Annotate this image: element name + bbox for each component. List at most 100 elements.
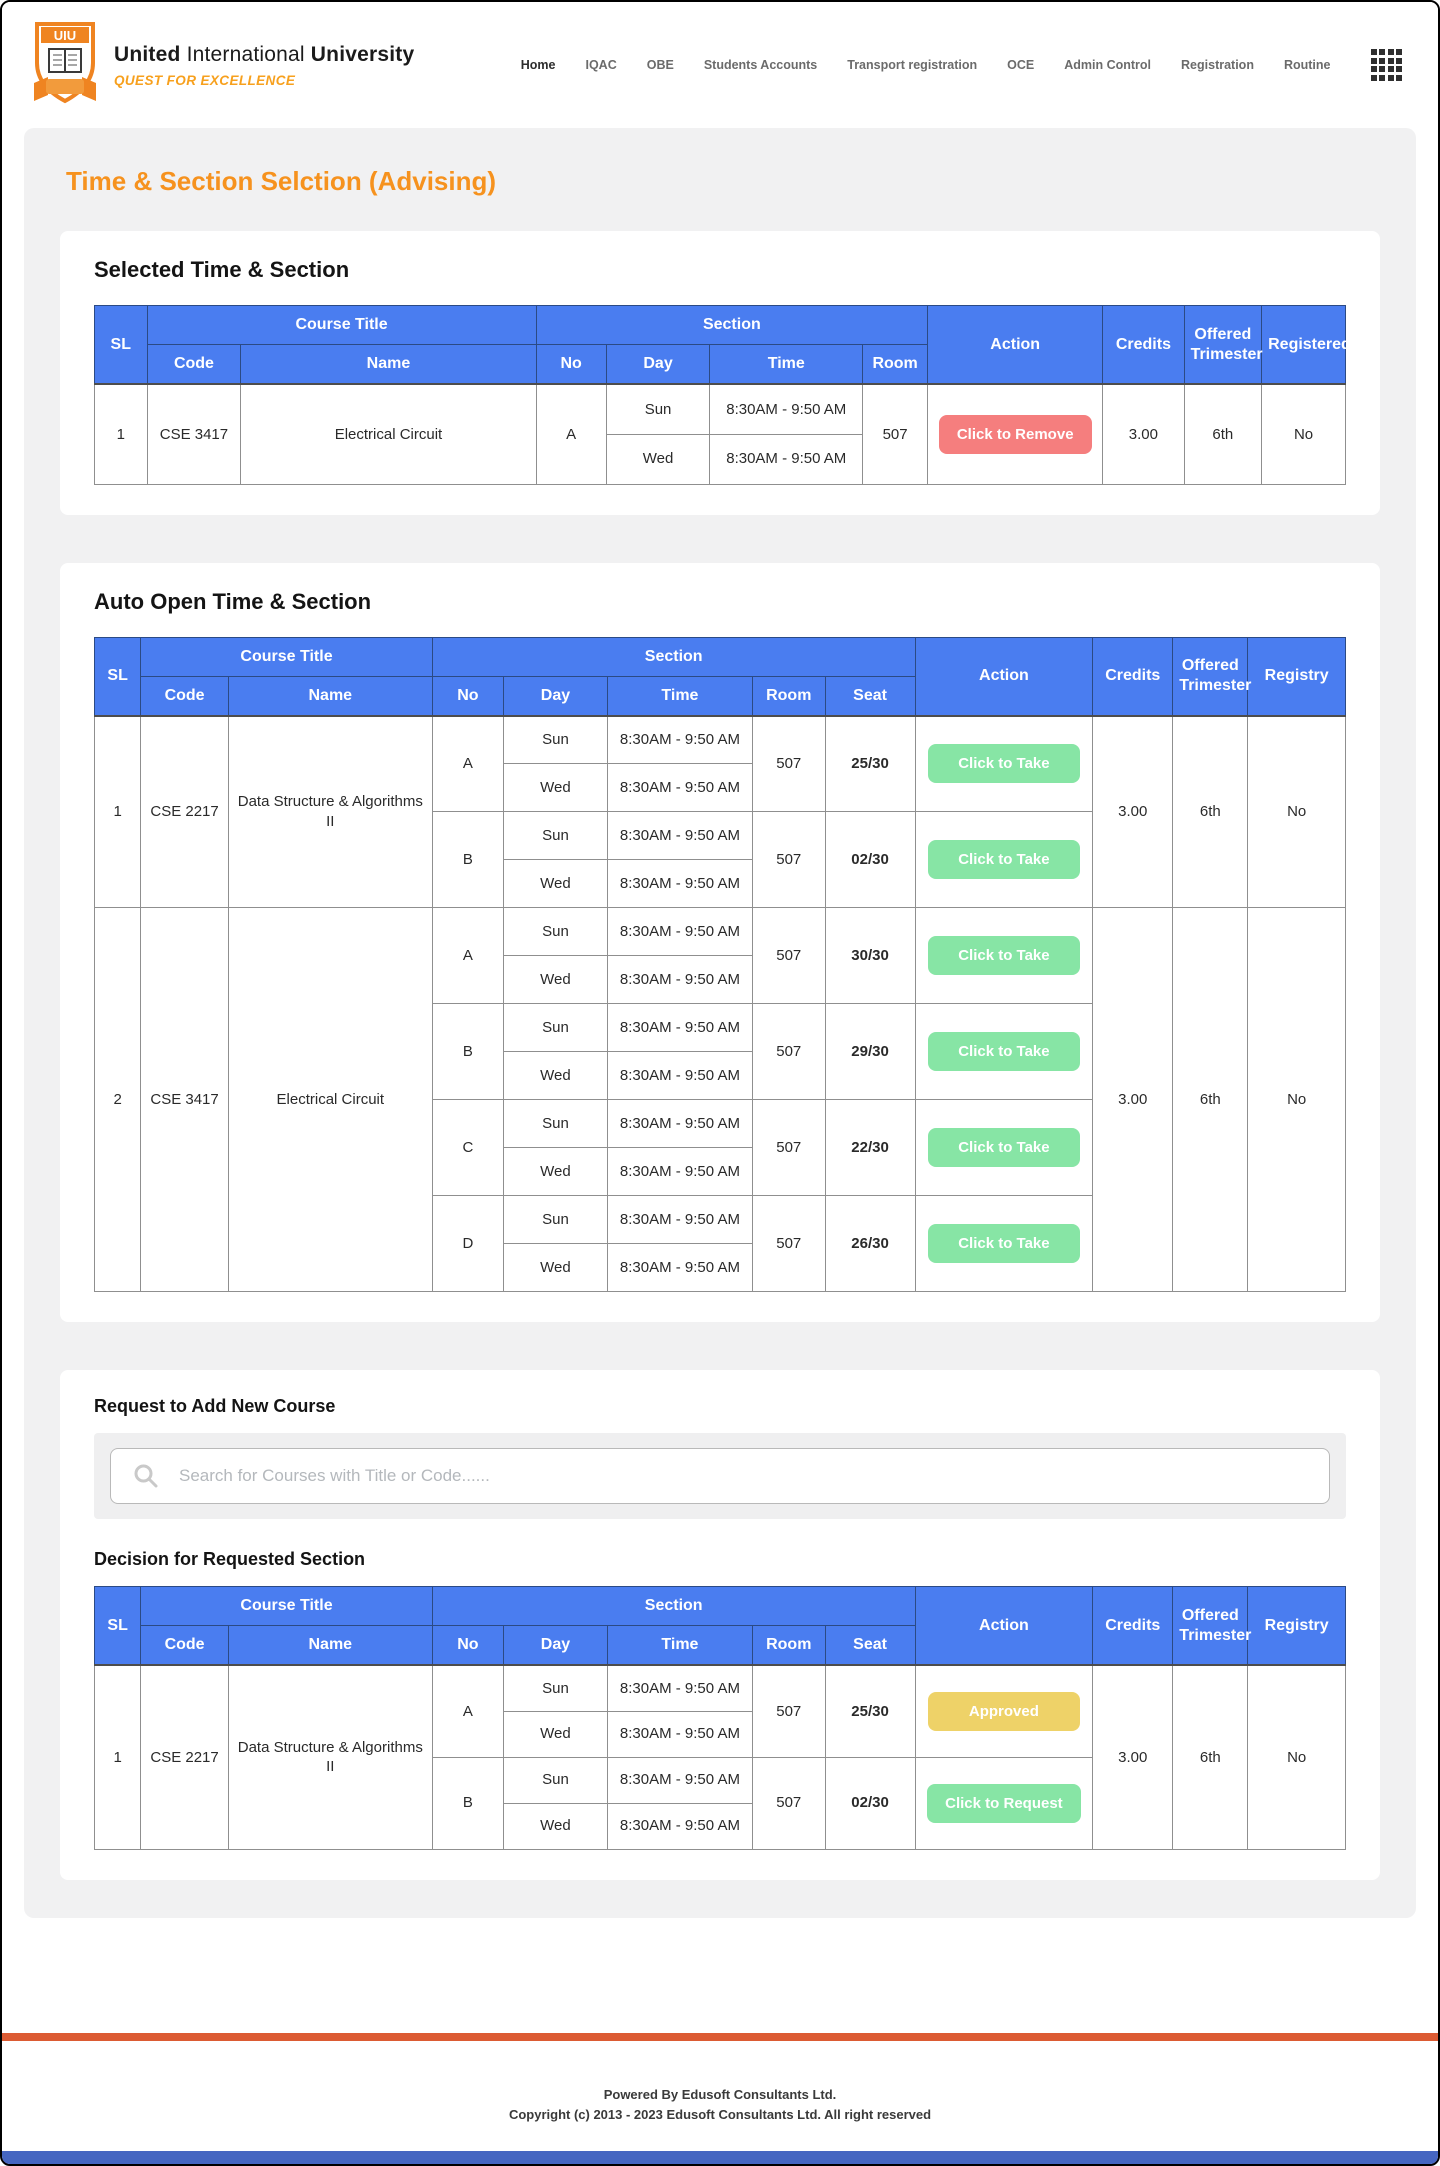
cell-action: Click to Take xyxy=(914,811,1094,908)
table-row: Wed 8:30AM - 9:50 AM xyxy=(95,955,1346,1004)
col-header-day: Day xyxy=(503,1625,608,1666)
col-header-section: Section xyxy=(431,636,916,677)
cell-section-no: B xyxy=(431,1756,505,1850)
cell-time: 8:30AM - 9:50 AM xyxy=(606,1003,753,1052)
click-to-take-button[interactable]: Click to Take xyxy=(927,1032,1080,1071)
search-icon xyxy=(134,1464,158,1488)
footer-orange-divider xyxy=(2,2032,1438,2041)
course-search-box xyxy=(110,1448,1330,1504)
cell-name: Electrical Circuit xyxy=(227,907,433,1292)
click-to-take-button[interactable]: Click to Take xyxy=(927,1128,1080,1167)
cell-sl: 2 xyxy=(93,907,142,1292)
cell-action: Click to Take xyxy=(914,715,1094,812)
cell-room: 507 xyxy=(751,1099,826,1196)
cell-time: 8:30AM - 9:50 AM xyxy=(606,763,753,812)
nav-item-students-accounts[interactable]: Students Accounts xyxy=(703,58,818,72)
cell-action: Click to Take xyxy=(914,1195,1094,1292)
cell-time: 8:30AM - 9:50 AM xyxy=(606,811,753,860)
selected-time-section-card: Selected Time & Section SL Course Title … xyxy=(60,231,1380,515)
cell-sl: 1 xyxy=(94,383,148,485)
cell-day: Wed xyxy=(503,859,608,908)
course-search-input[interactable] xyxy=(179,1466,1317,1486)
cell-sl: 1 xyxy=(93,715,142,908)
cell-code: CSE 2217 xyxy=(140,1664,229,1850)
uiu-logo: UIU xyxy=(34,22,96,104)
cell-section-no: B xyxy=(431,1003,505,1100)
col-header-offered-trimester: Offered Trimester xyxy=(1183,305,1263,385)
main-nav: Home IQAC OBE Students Accounts Transpor… xyxy=(521,49,1402,81)
cell-section-no: A xyxy=(431,715,505,812)
click-to-take-button[interactable]: Click to Take xyxy=(927,1224,1080,1263)
cell-seat: 26/30 xyxy=(824,1195,916,1292)
col-header-day: Day xyxy=(503,675,608,716)
cell-time: 8:30AM - 9:50 AM xyxy=(606,907,753,956)
cell-room: 507 xyxy=(751,907,826,1004)
table-row: 1 CSE 2217 Data Structure & Algorithms I… xyxy=(93,715,1346,908)
col-header-code: Code xyxy=(140,1625,229,1666)
apps-grid-icon[interactable] xyxy=(1370,49,1402,81)
university-name-part2: International xyxy=(180,42,311,66)
approved-button[interactable]: Approved xyxy=(927,1691,1080,1731)
col-header-section: Section xyxy=(431,1586,916,1626)
col-header-course-title: Course Title xyxy=(146,305,537,345)
cell-trimester: 6th xyxy=(1172,1664,1249,1850)
click-to-take-button[interactable]: Click to Take xyxy=(927,936,1080,975)
cell-day: Sun xyxy=(503,1195,608,1244)
cell-code: CSE 2217 xyxy=(140,715,229,908)
col-header-seat: Seat xyxy=(824,675,916,716)
nav-item-home[interactable]: Home xyxy=(520,58,556,72)
click-to-request-button[interactable]: Click to Request xyxy=(927,1783,1081,1823)
click-to-take-button[interactable]: Click to Take xyxy=(927,840,1080,879)
click-to-remove-button[interactable]: Click to Remove xyxy=(938,414,1092,454)
cell-trimester: 6th xyxy=(1172,907,1249,1292)
cell-code: CSE 3417 xyxy=(146,383,242,485)
cell-day: Sun xyxy=(503,811,608,860)
cell-code: CSE 3417 xyxy=(140,907,229,1292)
decision-requested-section-table: SL Course Title Section Action Credits O… xyxy=(93,1586,1346,1850)
university-name-part3: University xyxy=(310,42,415,66)
request-heading: Request to Add New Course xyxy=(94,1396,336,1416)
nav-item-registration[interactable]: Registration xyxy=(1181,58,1254,72)
col-header-action: Action xyxy=(927,305,1104,385)
cell-room: 507 xyxy=(751,1664,826,1758)
cell-registry: No xyxy=(1247,907,1346,1292)
top-navigation-bar: UIU United Internatio xyxy=(2,2,1438,128)
cell-day: Sun xyxy=(503,1099,608,1148)
course-search-panel xyxy=(94,1433,1346,1519)
selected-time-section-table: SL Course Title Section Action Credits O… xyxy=(94,305,1351,485)
cell-day: Sun xyxy=(503,715,608,764)
nav-item-admin-control[interactable]: Admin Control xyxy=(1064,58,1152,72)
logo-uiu-text: UIU xyxy=(54,28,76,43)
cell-section-no: C xyxy=(431,1099,505,1196)
cell-day: Sun xyxy=(503,907,608,956)
cell-time: 8:30AM - 9:50 AM xyxy=(606,1147,753,1196)
nav-item-iqac[interactable]: IQAC xyxy=(585,58,617,72)
decision-heading: Decision for Requested Section xyxy=(94,1549,366,1569)
table-row: Wed 8:30AM - 9:50 AM xyxy=(95,1710,1346,1758)
nav-item-obe[interactable]: OBE xyxy=(646,58,674,72)
col-header-course-title: Course Title xyxy=(140,636,433,677)
cell-day: Wed xyxy=(503,1147,608,1196)
cell-seat: 02/30 xyxy=(824,811,916,908)
cell-section-no: A xyxy=(431,907,505,1004)
table-row: Wed 8:30AM - 9:50 AM xyxy=(95,763,1346,812)
nav-item-routine[interactable]: Routine xyxy=(1283,58,1331,72)
col-header-code: Code xyxy=(146,344,242,385)
table-row: Wed 8:30AM - 9:50 AM xyxy=(95,1051,1346,1100)
cell-credits: 3.00 xyxy=(1092,715,1174,908)
cell-seat: 25/30 xyxy=(824,715,916,812)
cell-time: 8:30AM - 9:50 AM xyxy=(606,1756,753,1804)
col-header-no: No xyxy=(431,1625,505,1666)
cell-action: Approved xyxy=(914,1664,1094,1758)
nav-item-oce[interactable]: OCE xyxy=(1007,58,1035,72)
nav-item-transport-registration[interactable]: Transport registration xyxy=(847,58,978,72)
cell-seat: 22/30 xyxy=(824,1099,916,1196)
cell-room: 507 xyxy=(751,811,826,908)
cell-registry: No xyxy=(1247,1664,1346,1850)
click-to-take-button[interactable]: Click to Take xyxy=(927,744,1080,784)
table-row: Wed 8:30AM - 9:50 AM xyxy=(95,1802,1346,1850)
cell-day: Wed xyxy=(503,1243,608,1292)
cell-time: 8:30AM - 9:50 AM xyxy=(606,1243,753,1292)
col-header-name: Name xyxy=(227,675,433,716)
